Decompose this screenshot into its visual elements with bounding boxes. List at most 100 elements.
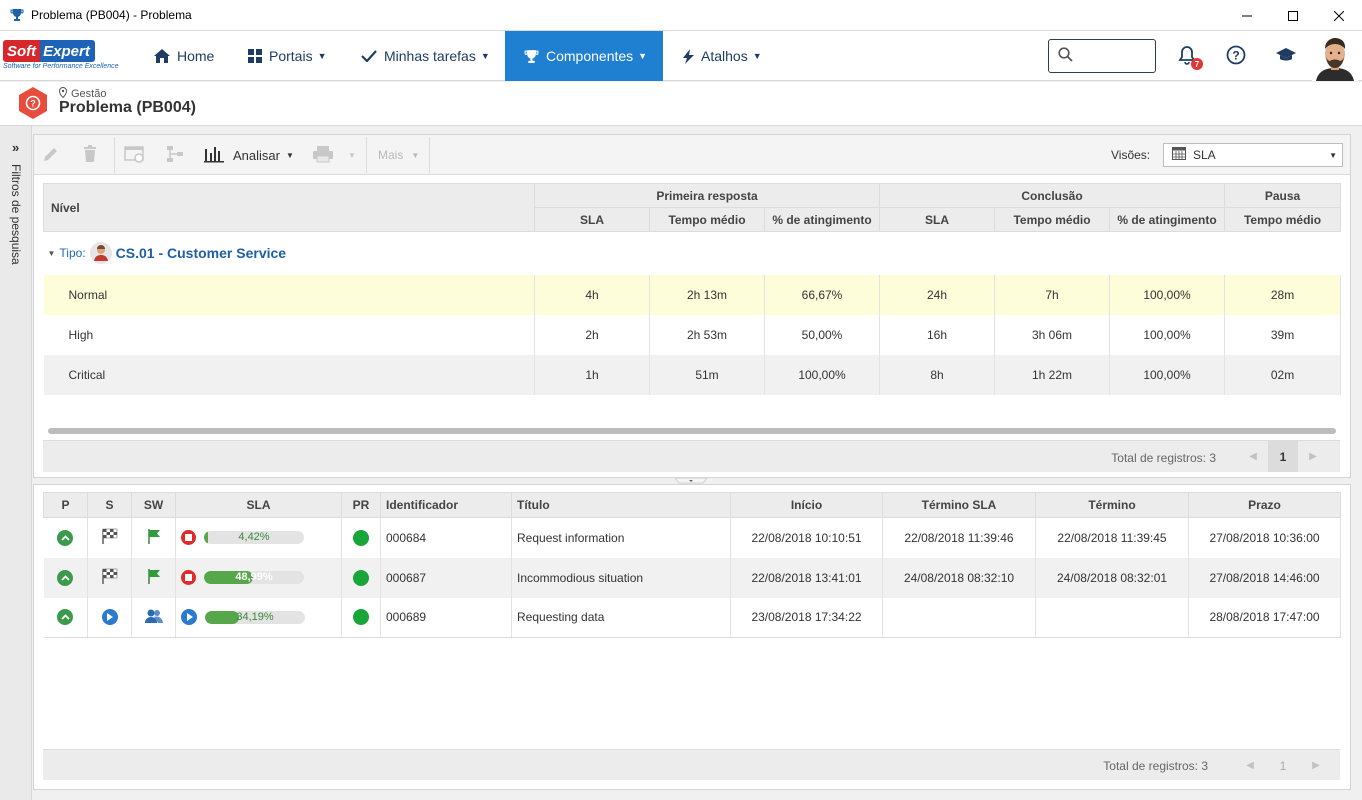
more-dropdown[interactable]: Mais ▼ bbox=[378, 143, 424, 167]
search-input[interactable] bbox=[1079, 49, 1149, 63]
delete-button[interactable] bbox=[79, 143, 101, 167]
green-flag-icon bbox=[146, 529, 162, 547]
next-page-button[interactable]: ▶ bbox=[1309, 451, 1317, 462]
notifications-button[interactable]: 7 bbox=[1175, 44, 1203, 70]
col-header-workflow[interactable]: SW bbox=[131, 492, 176, 518]
cell-title[interactable]: Request information bbox=[511, 517, 731, 558]
col-header-start[interactable]: Início bbox=[730, 492, 883, 518]
nav-atalhos[interactable]: Atalhos ▼ bbox=[683, 31, 762, 81]
col-header-pr[interactable]: PR bbox=[341, 492, 381, 518]
col-header-fr-sla[interactable]: SLA bbox=[534, 207, 650, 232]
horizontal-scrollbar[interactable] bbox=[48, 428, 1336, 434]
sla-table: Nível Primeira resposta Conclusão Pausa … bbox=[43, 183, 1342, 395]
col-header-fr-avg[interactable]: Tempo médio bbox=[649, 207, 765, 232]
priority-up-icon bbox=[57, 529, 74, 546]
cell-p-avg: 02m bbox=[1224, 354, 1342, 395]
nav-componentes[interactable]: Componentes ▼ bbox=[505, 31, 663, 81]
cell-identifier[interactable]: 000684 bbox=[380, 517, 512, 558]
table-row[interactable]: 34,19% 000689 Requesting data 23/08/2018… bbox=[43, 597, 1341, 638]
breadcrumb[interactable]: Gestão bbox=[58, 86, 106, 101]
col-header-priority[interactable]: P bbox=[43, 492, 88, 518]
analyze-dropdown[interactable]: Analisar ▼ bbox=[204, 143, 300, 167]
sla-progress-label: 4,42% bbox=[238, 531, 270, 544]
sla-progress-label: 34,19% bbox=[236, 610, 274, 623]
table-row[interactable]: Critical 1h 51m 100,00% 8h 1h 22m 100,00… bbox=[43, 354, 1342, 395]
window-titlebar: Problema (PB004) - Problema bbox=[0, 0, 1362, 31]
priority-up-icon bbox=[57, 569, 74, 586]
softexpert-logo[interactable]: Soft Expert Software for Performance Exc… bbox=[3, 40, 131, 74]
nav-minhas-tarefas[interactable]: Minhas tarefas ▼ bbox=[361, 31, 490, 81]
cell-title[interactable]: Requesting data bbox=[511, 597, 731, 638]
nav-home[interactable]: Home bbox=[154, 31, 214, 81]
page-header: ? Gestão Problema (PB004) bbox=[0, 82, 1362, 126]
group-row[interactable]: ▼ Tipo: CS.01 - Customer Service bbox=[44, 232, 1341, 275]
bell-icon bbox=[1178, 45, 1196, 68]
play-icon bbox=[101, 609, 118, 626]
caret-down-icon[interactable]: ▼ bbox=[47, 248, 56, 258]
table-row[interactable]: Normal 4h 2h 13m 66,67% 24h 7h 100,00% 2… bbox=[43, 274, 1342, 315]
minimize-button[interactable] bbox=[1224, 0, 1270, 31]
cell-identifier[interactable]: 000687 bbox=[380, 557, 512, 598]
next-page-button[interactable]: ▶ bbox=[1312, 760, 1320, 771]
col-header-status[interactable]: S bbox=[87, 492, 132, 518]
user-avatar[interactable] bbox=[1312, 35, 1358, 81]
hierarchy-icon bbox=[165, 145, 185, 166]
cell-fr-pct: 50,00% bbox=[764, 314, 881, 355]
cell-identifier[interactable]: 000689 bbox=[380, 597, 512, 638]
maximize-button[interactable] bbox=[1270, 0, 1316, 31]
table-row[interactable]: 48,99% 000687 Incommodious situation 22/… bbox=[43, 557, 1341, 598]
help-icon: ? bbox=[1226, 45, 1246, 68]
chevron-down-icon: ▼ bbox=[752, 51, 762, 61]
cell-end: 24/08/2018 08:32:01 bbox=[1035, 557, 1189, 598]
problem-list-footer: Total de registros: 3 ◀ 1 ▶ bbox=[43, 749, 1340, 780]
page-number[interactable]: 1 bbox=[1279, 758, 1287, 773]
prev-page-button[interactable]: ◀ bbox=[1246, 760, 1254, 771]
col-header-sla-end[interactable]: Término SLA bbox=[882, 492, 1036, 518]
cell-c-avg: 7h bbox=[994, 274, 1111, 315]
views-select[interactable]: SLA ▼ bbox=[1163, 143, 1343, 167]
col-header-sla[interactable]: SLA bbox=[175, 492, 342, 518]
cell-c-pct: 100,00% bbox=[1109, 314, 1226, 355]
workflow-button[interactable] bbox=[163, 143, 187, 167]
cell-end bbox=[1035, 597, 1189, 638]
view-button[interactable] bbox=[123, 143, 147, 167]
page-number[interactable]: 1 bbox=[1268, 441, 1298, 472]
service-avatar-icon bbox=[89, 242, 112, 265]
nav-home-label: Home bbox=[177, 48, 215, 64]
col-header-fr-pct[interactable]: % de atingimento bbox=[763, 207, 881, 232]
search-box[interactable] bbox=[1048, 39, 1156, 73]
close-button[interactable] bbox=[1316, 0, 1362, 31]
problem-list-panel: P S SW SLA PR Identificador Título Iníci… bbox=[33, 484, 1351, 790]
col-header-p-avg[interactable]: Tempo médio bbox=[1224, 207, 1342, 232]
cell-fr-avg: 51m bbox=[649, 354, 765, 395]
col-header-identifier[interactable]: Identificador bbox=[380, 492, 512, 518]
pencil-icon bbox=[42, 145, 60, 166]
learning-button[interactable] bbox=[1274, 44, 1298, 68]
col-header-c-sla[interactable]: SLA bbox=[879, 207, 996, 232]
col-header-level[interactable]: Nível bbox=[43, 183, 535, 232]
cell-deadline: 27/08/2018 14:46:00 bbox=[1188, 557, 1341, 598]
col-header-title[interactable]: Título bbox=[511, 492, 731, 518]
col-header-deadline[interactable]: Prazo bbox=[1188, 492, 1341, 518]
checkered-flag-icon bbox=[101, 568, 119, 587]
col-header-c-avg[interactable]: Tempo médio bbox=[994, 207, 1111, 232]
sla-table-footer: Total de registros: 3 ◀ 1 ▶ bbox=[43, 440, 1340, 472]
table-row[interactable]: 4,42% 000684 Request information 22/08/2… bbox=[43, 517, 1341, 558]
cell-start: 22/08/2018 13:41:01 bbox=[730, 557, 883, 598]
print-dropdown[interactable]: ▼ bbox=[312, 143, 360, 167]
col-header-end[interactable]: Término bbox=[1035, 492, 1189, 518]
group-name: CS.01 - Customer Service bbox=[115, 245, 287, 262]
col-header-c-pct[interactable]: % de atingimento bbox=[1109, 207, 1226, 232]
cell-level: High bbox=[43, 314, 535, 355]
cell-title[interactable]: Incommodious situation bbox=[511, 557, 731, 598]
lightning-icon bbox=[683, 48, 694, 64]
nav-portais[interactable]: Portais ▼ bbox=[248, 31, 327, 81]
search-filter-panel-toggle[interactable]: » Filtros de pesquisa bbox=[0, 126, 32, 800]
logo-soft-text: Soft bbox=[3, 40, 41, 62]
panel-splitter[interactable] bbox=[673, 478, 709, 484]
edit-button[interactable] bbox=[40, 143, 62, 167]
help-button[interactable]: ? bbox=[1224, 44, 1248, 68]
cell-c-sla: 16h bbox=[879, 314, 996, 355]
table-row[interactable]: High 2h 2h 53m 50,00% 16h 3h 06m 100,00%… bbox=[43, 314, 1342, 355]
prev-page-button[interactable]: ◀ bbox=[1249, 451, 1257, 462]
